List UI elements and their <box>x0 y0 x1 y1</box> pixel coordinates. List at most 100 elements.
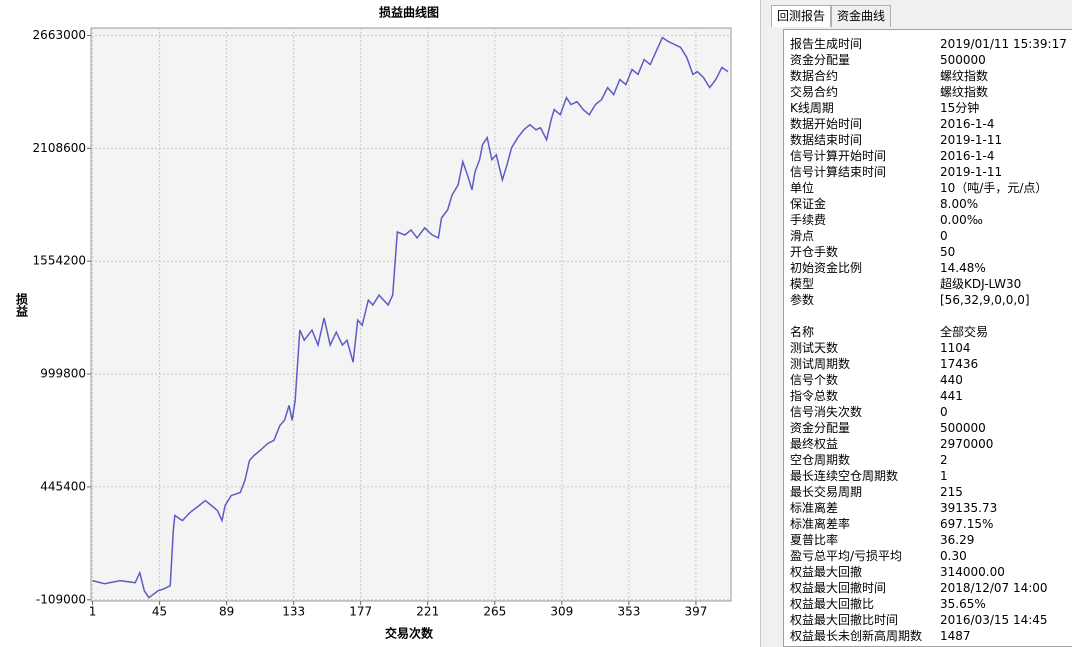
row-label: K线周期 <box>790 101 834 115</box>
row-label: 权益最长未创新高周期数 <box>790 629 923 643</box>
row-label: 信号个数 <box>790 373 839 387</box>
row-value: 0.00‰ <box>940 213 983 227</box>
row-label: 最长交易周期 <box>790 485 863 499</box>
row-label: 权益最大回撤时间 <box>790 581 887 595</box>
row-label: 信号消失次数 <box>790 405 863 419</box>
row-label: 标准离差 <box>790 501 839 515</box>
row-label: 测试周期数 <box>790 357 851 371</box>
row-value: 8.00% <box>940 197 979 211</box>
row-label: 资金分配量 <box>790 53 851 67</box>
row-value: 314000.00 <box>940 565 1005 579</box>
row-value: 0.30 <box>940 549 967 563</box>
chart-title: 损益曲线图 <box>379 5 439 20</box>
row-value: 1487 <box>940 629 971 643</box>
row-value: 10（吨/手，元/点） <box>940 181 1048 195</box>
row-value: 2016/03/15 14:45 <box>940 613 1048 627</box>
row-label: 权益最大回撤比 <box>790 597 875 611</box>
y-tick-label: 2663000 <box>33 28 86 42</box>
row-value: 螺纹指数 <box>940 85 989 99</box>
row-label: 保证金 <box>790 197 827 211</box>
row-label: 数据合约 <box>790 69 839 83</box>
y-tick-label: 2108600 <box>33 141 86 155</box>
x-tick-label: 177 <box>349 605 372 619</box>
row-value: 2 <box>940 453 948 467</box>
row-label: 标准离差率 <box>790 517 851 531</box>
row-value: 441 <box>940 389 963 403</box>
row-value: 2016-1-4 <box>940 149 995 163</box>
row-label: 指令总数 <box>790 389 839 403</box>
row-label: 数据开始时间 <box>790 117 863 131</box>
tab[interactable]: 资金曲线 <box>831 5 892 27</box>
row-value: 15分钟 <box>940 101 980 115</box>
row-value: 2019/01/11 15:39:17 <box>940 37 1067 51</box>
y-tick-label: -109000 <box>36 592 86 606</box>
row-label: 参数 <box>790 293 815 307</box>
x-tick-label: 221 <box>416 605 439 619</box>
row-label: 权益最大回撤比时间 <box>790 613 899 627</box>
x-tick-label: 45 <box>152 605 167 619</box>
row-value: [56,32,9,0,0,0] <box>940 293 1030 307</box>
row-value: 697.15% <box>940 517 994 531</box>
row-value: 17436 <box>940 357 979 371</box>
x-tick-label: 265 <box>483 605 506 619</box>
row-value: 500000 <box>940 421 986 435</box>
x-tick-label: 397 <box>684 605 707 619</box>
row-value: 2970000 <box>940 437 994 451</box>
row-value: 50 <box>940 245 956 259</box>
y-tick-label: 445400 <box>40 479 86 493</box>
tab[interactable]: 回测报告 <box>771 5 832 27</box>
row-label: 名称 <box>790 325 815 339</box>
x-tick-label: 353 <box>617 605 640 619</box>
y-tick-label: 1554200 <box>33 254 86 268</box>
y-axis-label: 损益 <box>15 292 29 318</box>
row-value: 0 <box>940 229 948 243</box>
tab-bar: 回测报告 资金曲线 <box>771 5 892 27</box>
row-value: 2018/12/07 14:00 <box>940 581 1048 595</box>
row-label: 滑点 <box>790 229 815 243</box>
x-tick-label: 309 <box>550 605 573 619</box>
row-label: 开仓手数 <box>790 245 839 259</box>
row-label: 初始资金比例 <box>790 261 863 275</box>
row-label: 资金分配量 <box>790 421 851 435</box>
row-label: 空仓周期数 <box>790 453 851 467</box>
row-label: 模型 <box>790 277 815 291</box>
row-label: 手续费 <box>790 213 827 227</box>
row-value: 2019-1-11 <box>940 133 1003 147</box>
x-tick-label: 1 <box>89 605 97 619</box>
row-label: 信号计算开始时间 <box>790 149 887 163</box>
row-label: 最终权益 <box>790 437 839 451</box>
row-value: 39135.73 <box>940 501 998 515</box>
row-value: 215 <box>940 485 963 499</box>
chart: 损益曲线图 交易次数 损益 -109000 445400 999800 1554200… <box>15 5 732 641</box>
row-value: 440 <box>940 373 963 387</box>
row-value: 500000 <box>940 53 986 67</box>
row-label: 信号计算结束时间 <box>790 165 887 179</box>
row-value: 36.29 <box>940 533 975 547</box>
row-label: 盈亏总平均/亏损平均 <box>790 549 903 563</box>
y-tick-label: 999800 <box>40 367 86 381</box>
plot-area <box>90 27 732 602</box>
row-label: 权益最大回撤 <box>790 565 863 579</box>
report-table: 报告生成时间 2019/01/11 15:39:17 资金分配量 500000 数据合约… <box>783 29 1072 647</box>
row-value: 超级KDJ-LW30 <box>940 277 1022 291</box>
row-value: 1 <box>940 469 948 483</box>
row-label: 交易合约 <box>790 85 839 99</box>
row-value: 2019-1-11 <box>940 165 1003 179</box>
x-axis-label: 交易次数 <box>385 626 434 641</box>
x-tick-label: 133 <box>282 605 305 619</box>
row-value: 全部交易 <box>940 325 989 339</box>
row-value: 螺纹指数 <box>940 69 989 83</box>
row-label: 最长连续空仓周期数 <box>790 469 899 483</box>
row-label: 报告生成时间 <box>790 37 863 51</box>
row-label: 夏普比率 <box>790 533 839 547</box>
report-panel: 回测报告 资金曲线 报告生成时间 2019/01/11 15:39:17 资金分配量 5… <box>760 0 1072 647</box>
row-value: 35.65% <box>940 597 986 611</box>
row-value: 2016-1-4 <box>940 117 995 131</box>
x-tick-label: 89 <box>219 605 234 619</box>
row-label: 数据结束时间 <box>790 133 863 147</box>
equity-line <box>92 36 729 599</box>
row-value: 1104 <box>940 341 971 355</box>
row-label: 测试天数 <box>790 341 839 355</box>
row-label: 单位 <box>790 181 815 195</box>
